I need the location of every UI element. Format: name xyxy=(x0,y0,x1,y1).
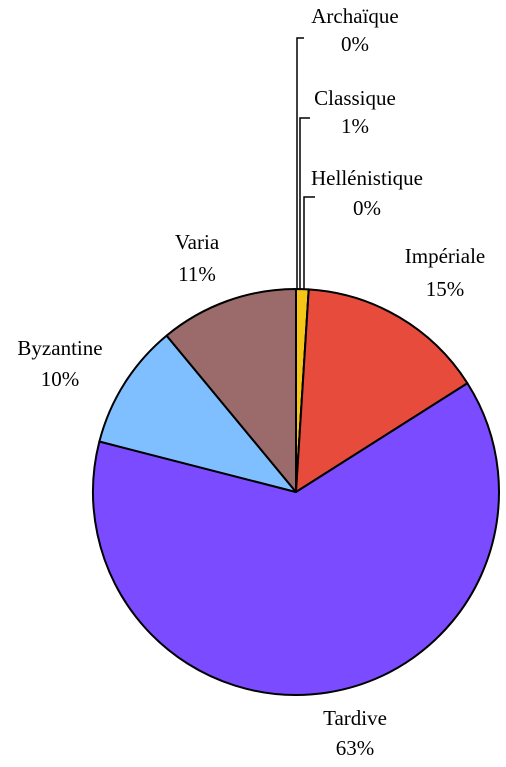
slice-label: Archaïque xyxy=(311,4,398,28)
slice-label: Classique xyxy=(314,86,396,110)
slice-label: Impériale xyxy=(405,244,485,268)
slice-label: Varia xyxy=(175,230,220,254)
slice-value-label: 63% xyxy=(336,736,375,760)
pie-slice xyxy=(165,288,297,493)
pie-slice xyxy=(295,288,469,493)
slice-label: Byzantine xyxy=(17,336,102,360)
slice-value-label: 11% xyxy=(178,262,216,286)
slice-value-label: 10% xyxy=(41,367,80,391)
slice-value-label: 15% xyxy=(426,277,465,301)
leader-line xyxy=(296,37,304,289)
slice-label: Tardive xyxy=(323,706,387,730)
leader-line xyxy=(299,117,310,289)
pie-slice xyxy=(98,334,297,493)
leader-line xyxy=(303,196,315,289)
slice-label: Hellénistique xyxy=(311,166,423,190)
pie-slice xyxy=(92,382,500,696)
slice-value-label: 1% xyxy=(341,114,369,138)
slice-value-label: 0% xyxy=(353,196,381,220)
slice-value-label: 0% xyxy=(341,32,369,56)
